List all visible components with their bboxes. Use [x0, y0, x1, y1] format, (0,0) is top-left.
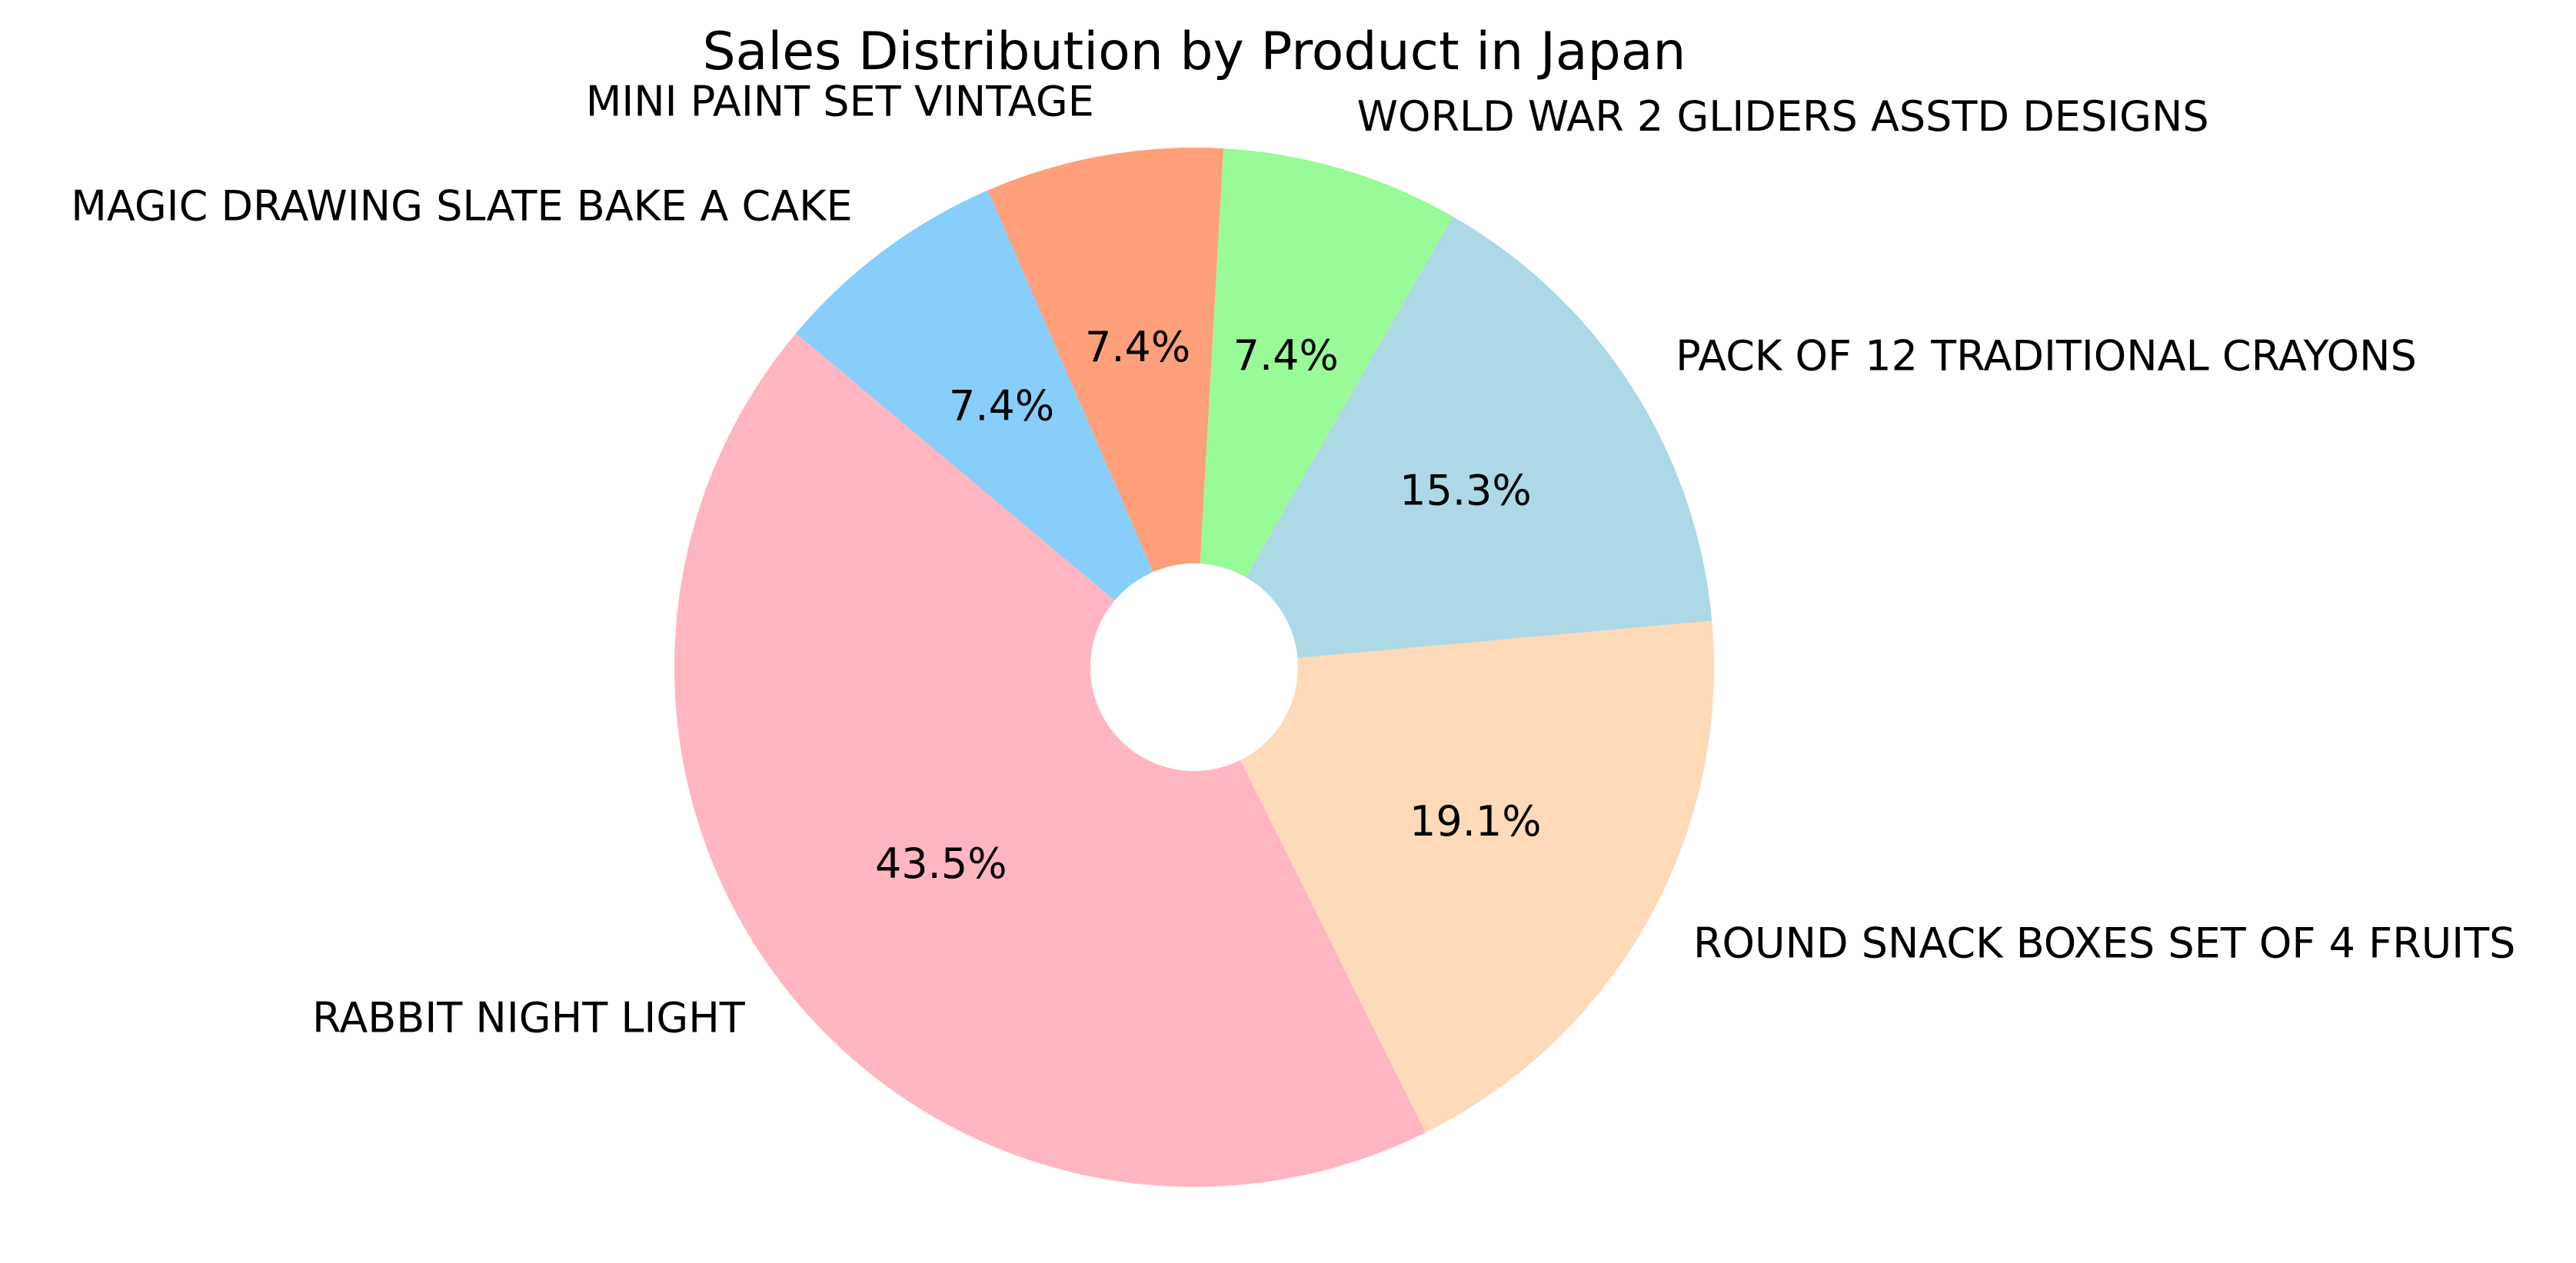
pie-slices	[674, 147, 1715, 1187]
pct-label-world-war-2-gliders-asstd-designs: 7.4%	[1233, 331, 1339, 380]
slice-label-round-snack-boxes-set-of-4-fruits: ROUND SNACK BOXES SET OF 4 FRUITS	[1693, 919, 2515, 968]
pct-label-pack-of-12-traditional-crayons: 15.3%	[1399, 467, 1532, 515]
chart-title: Sales Distribution by Product in Japan	[702, 22, 1686, 82]
pct-label-magic-drawing-slate-bake-a-cake: 7.4%	[949, 382, 1054, 430]
percentage-labels: 43.5% 19.1% 15.3% 7.4% 7.4% 7.4%	[875, 323, 1542, 888]
pie-slice-round-snack-boxes-set-of-4-fruits	[1194, 620, 1715, 1133]
slice-label-pack-of-12-traditional-crayons: PACK OF 12 TRADITIONAL CRAYONS	[1676, 331, 2417, 380]
pie-slice-magic-drawing-slate-bake-a-cake	[796, 190, 1194, 668]
pct-label-round-snack-boxes-set-of-4-fruits: 19.1%	[1409, 797, 1542, 846]
slice-label-world-war-2-gliders-asstd-designs: WORLD WAR 2 GLIDERS ASSTD DESIGNS	[1357, 92, 2209, 141]
pct-label-mini-paint-set-vintage: 7.4%	[1085, 323, 1190, 371]
pie-slice-rabbit-night-light	[674, 333, 1426, 1187]
pct-label-rabbit-night-light: 43.5%	[875, 839, 1007, 888]
pie-slice-pack-of-12-traditional-crayons	[1194, 216, 1712, 667]
slice-label-magic-drawing-slate-bake-a-cake: MAGIC DRAWING SLATE BAKE A CAKE	[71, 181, 852, 230]
pie-slice-mini-paint-set-vintage	[987, 147, 1224, 667]
pie-slice-world-war-2-gliders-asstd-designs	[1194, 148, 1453, 667]
donut-hole	[1090, 563, 1298, 771]
slice-label-rabbit-night-light: RABBIT NIGHT LIGHT	[312, 994, 746, 1042]
slice-labels: RABBIT NIGHT LIGHT ROUND SNACK BOXES SET …	[71, 78, 2515, 1042]
slice-label-mini-paint-set-vintage: MINI PAINT SET VINTAGE	[586, 78, 1094, 126]
